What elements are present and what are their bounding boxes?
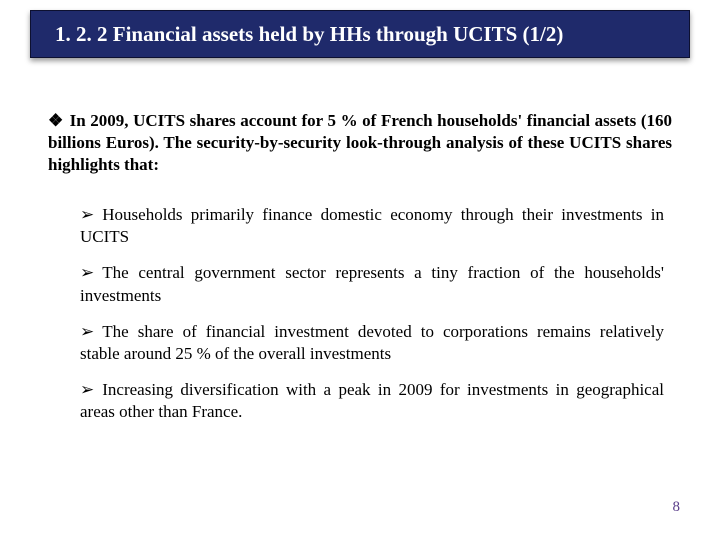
bullet-item: The central government sector represents…	[80, 262, 664, 306]
slide-title: 1. 2. 2 Financial assets held by HHs thr…	[55, 22, 563, 47]
page-number: 8	[673, 499, 681, 516]
bullet-item: Households primarily finance domestic ec…	[80, 204, 664, 248]
bullet-item: The share of financial investment devote…	[80, 321, 664, 365]
bullet-item: Increasing diversification with a peak i…	[80, 379, 664, 423]
bullet-list: Households primarily finance domestic ec…	[48, 204, 672, 423]
intro-paragraph: In 2009, UCITS shares account for 5 % of…	[48, 110, 672, 176]
title-bar: 1. 2. 2 Financial assets held by HHs thr…	[30, 10, 690, 58]
content-area: In 2009, UCITS shares account for 5 % of…	[48, 110, 672, 437]
slide: 1. 2. 2 Financial assets held by HHs thr…	[0, 0, 720, 540]
